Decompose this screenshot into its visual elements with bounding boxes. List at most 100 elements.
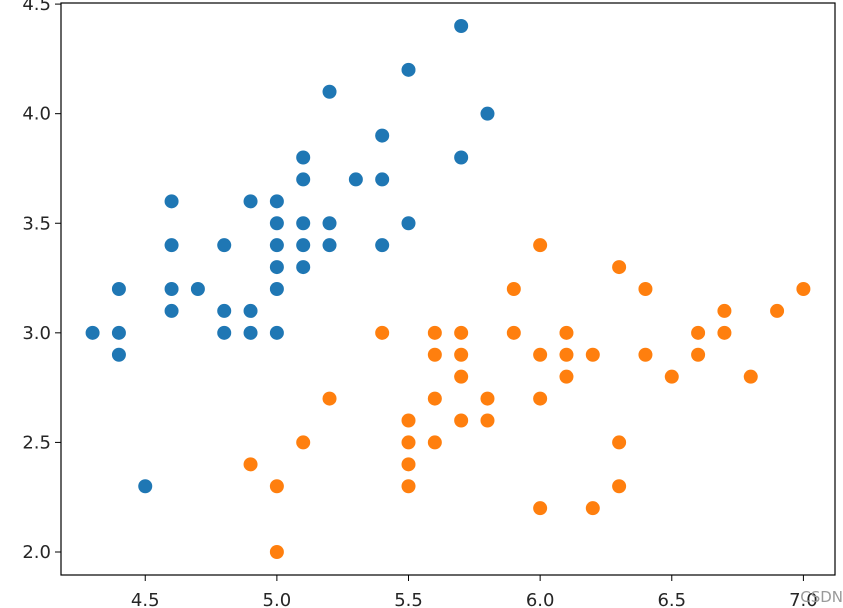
y-axis: 2.0 2.5 3.0 3.5 4.0 4.5 <box>22 0 61 563</box>
scatter-point-series-1 <box>111 325 126 340</box>
scatter-point-series-2 <box>454 347 469 362</box>
x-axis: 4.5 5.0 5.5 6.0 6.5 7.0 <box>131 575 818 608</box>
scatter-point-series-2 <box>401 435 416 450</box>
scatter-point-series-1 <box>480 106 495 121</box>
scatter-point-series-1 <box>164 282 179 296</box>
scatter-point-series-2 <box>691 325 706 340</box>
scatter-point-series-1 <box>296 150 311 165</box>
scatter-point-series-2 <box>506 325 521 340</box>
scatter-point-series-2 <box>691 347 706 362</box>
plot-area <box>60 2 836 576</box>
scatter-point-series-1 <box>454 19 469 34</box>
scatter-point-series-1 <box>269 282 284 296</box>
scatter-point-series-1 <box>269 238 284 253</box>
scatter-point-series-1 <box>375 128 390 143</box>
y-tick-label: 3.5 <box>22 213 51 234</box>
scatter-point-series-1 <box>217 303 232 318</box>
scatter-point-series-2 <box>401 457 416 472</box>
y-tick-label: 2.0 <box>22 542 51 563</box>
scatter-point-series-2 <box>243 457 258 472</box>
scatter-point-series-1 <box>296 172 311 187</box>
scatter-point-series-2 <box>743 369 758 384</box>
scatter-point-series-2 <box>717 303 732 318</box>
scatter-point-series-1 <box>375 172 390 187</box>
scatter-point-series-2 <box>296 435 311 450</box>
scatter-point-series-2 <box>269 544 284 559</box>
scatter-point-series-1 <box>190 282 205 296</box>
scatter-point-series-1 <box>138 479 153 494</box>
scatter-point-series-2 <box>427 391 442 406</box>
scatter-point-series-2 <box>454 413 469 428</box>
scatter-point-series-1 <box>164 238 179 253</box>
scatter-point-series-2 <box>480 391 495 406</box>
scatter-point-series-2 <box>612 479 627 494</box>
scatter-point-series-2 <box>559 347 574 362</box>
scatter-point-series-2 <box>401 413 416 428</box>
x-tick-label: 6.0 <box>526 590 555 608</box>
scatter-point-series-2 <box>717 325 732 340</box>
scatter-point-series-2 <box>612 435 627 450</box>
scatter-point-series-1 <box>111 282 126 296</box>
scatter-point-series-2 <box>454 325 469 340</box>
scatter-point-series-1 <box>243 303 258 318</box>
x-tick-label: 5.0 <box>263 590 292 608</box>
scatter-point-series-1 <box>85 325 100 340</box>
x-tick-label: 7.0 <box>789 590 818 608</box>
scatter-point-series-1 <box>269 216 284 231</box>
y-tick-label: 2.5 <box>22 432 51 453</box>
scatter-point-series-2 <box>638 282 653 296</box>
scatter-point-series-1 <box>217 238 232 253</box>
scatter-point-series-1 <box>269 260 284 275</box>
data-points <box>85 19 811 559</box>
scatter-point-series-2 <box>533 501 548 516</box>
scatter-point-series-1 <box>322 84 337 99</box>
scatter-point-series-2 <box>269 479 284 494</box>
y-tick-label: 4.5 <box>22 0 51 15</box>
scatter-point-series-2 <box>401 479 416 494</box>
scatter-point-series-2 <box>533 238 548 253</box>
scatter-point-series-1 <box>296 260 311 275</box>
scatter-point-series-1 <box>243 325 258 340</box>
scatter-point-series-1 <box>375 238 390 253</box>
scatter-point-series-1 <box>217 325 232 340</box>
scatter-point-series-2 <box>796 282 811 296</box>
scatter-point-series-2 <box>638 347 653 362</box>
scatter-point-series-2 <box>612 260 627 275</box>
scatter-point-series-1 <box>296 216 311 231</box>
scatter-point-series-1 <box>269 194 284 209</box>
scatter-point-series-1 <box>269 325 284 340</box>
y-tick-label: 3.0 <box>22 323 51 344</box>
x-tick-label: 5.5 <box>394 590 423 608</box>
scatter-point-series-2 <box>559 325 574 340</box>
scatter-point-series-2 <box>585 501 600 516</box>
scatter-point-series-2 <box>664 369 679 384</box>
scatter-point-series-1 <box>322 216 337 231</box>
scatter-point-series-2 <box>585 347 600 362</box>
scatter-point-series-2 <box>506 282 521 296</box>
scatter-point-series-2 <box>427 347 442 362</box>
scatter-point-series-2 <box>559 369 574 384</box>
scatter-point-series-2 <box>480 413 495 428</box>
scatter-point-series-2 <box>427 325 442 340</box>
scatter-point-series-1 <box>454 150 469 165</box>
scatter-point-series-1 <box>322 238 337 253</box>
scatter-point-series-2 <box>533 347 548 362</box>
x-tick-label: 4.5 <box>131 590 160 608</box>
scatter-point-series-1 <box>243 194 258 209</box>
scatter-point-series-1 <box>401 216 416 231</box>
scatter-point-series-1 <box>111 347 126 362</box>
scatter-point-series-1 <box>348 172 363 187</box>
scatter-point-series-1 <box>164 194 179 209</box>
scatter-point-series-2 <box>322 391 337 406</box>
scatter-point-series-1 <box>401 62 416 77</box>
scatter-point-series-1 <box>296 238 311 253</box>
x-tick-label: 6.5 <box>657 590 686 608</box>
scatter-point-series-1 <box>164 303 179 318</box>
scatter-point-series-2 <box>533 391 548 406</box>
scatter-point-series-2 <box>427 435 442 450</box>
scatter-point-series-2 <box>454 369 469 384</box>
scatter-point-series-2 <box>770 303 785 318</box>
y-tick-label: 4.0 <box>22 104 51 125</box>
scatter-point-series-2 <box>375 325 390 340</box>
